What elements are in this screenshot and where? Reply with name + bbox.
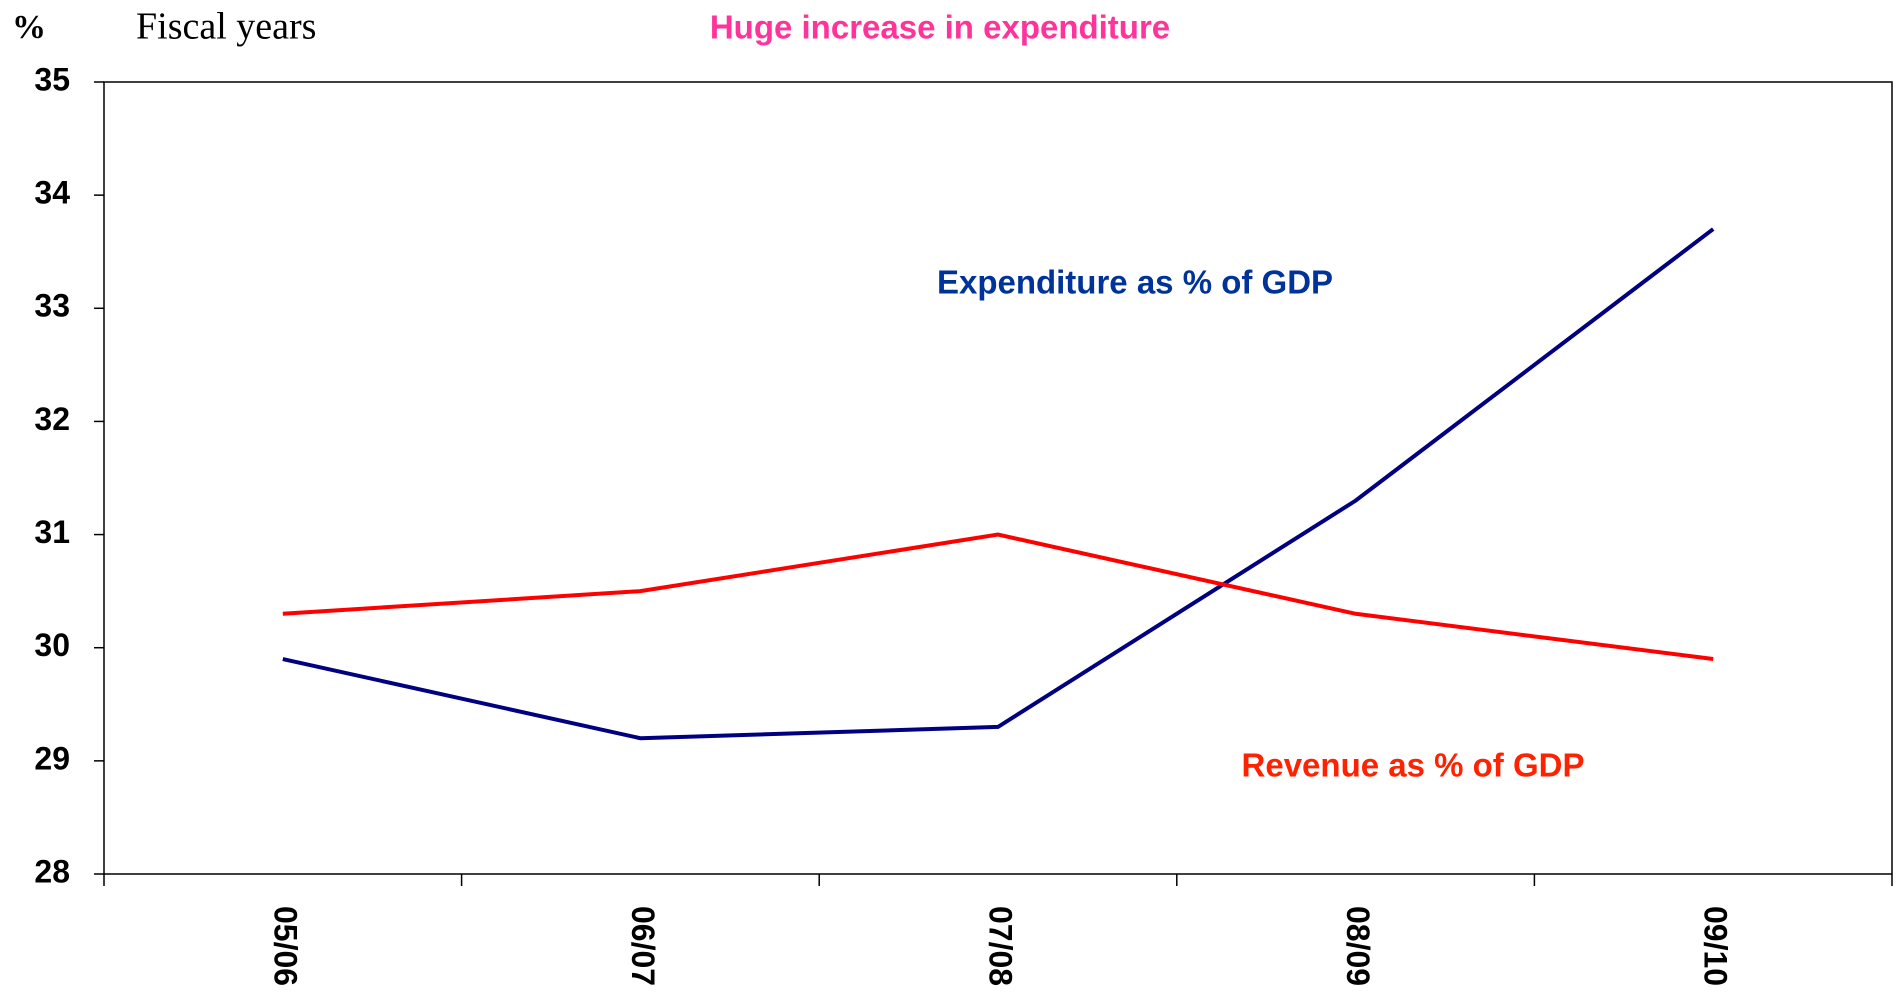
y-tick-label: 28 <box>34 853 70 889</box>
y-tick-label: 33 <box>34 288 70 324</box>
y-tick-label: 32 <box>34 401 70 437</box>
x-tick-label: 06/07 <box>625 906 661 986</box>
x-tick-label: 09/10 <box>1698 906 1734 986</box>
y-tick-label: 35 <box>34 61 70 97</box>
x-tick-label: 08/09 <box>1340 906 1376 986</box>
plot-frame <box>103 81 1893 875</box>
x-axis-label: Fiscal years <box>136 6 316 48</box>
chart-title: Huge increase in expenditure <box>710 9 1170 46</box>
y-axis-label: % <box>12 9 46 46</box>
series-line <box>282 227 1715 741</box>
series-line <box>282 532 1714 662</box>
series-label: Expenditure as % of GDP <box>937 264 1333 301</box>
y-tick-label: 29 <box>34 740 70 776</box>
x-tick-label: 05/06 <box>267 906 303 986</box>
y-tick-label: 34 <box>34 175 70 211</box>
series-label: Revenue as % of GDP <box>1242 747 1585 784</box>
x-tick-label: 07/08 <box>983 906 1019 986</box>
y-tick-label: 30 <box>34 627 70 663</box>
y-tick-label: 31 <box>34 514 70 550</box>
